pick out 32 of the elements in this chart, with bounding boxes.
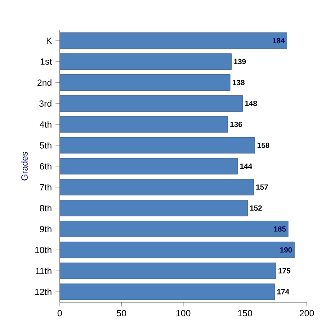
y-tick-label: 3rd [40,100,52,107]
y-tick-label: 2nd [38,79,52,86]
x-tick-label: 150 [238,310,252,317]
y-axis-title: Grades [21,152,28,181]
y-tick-label: 6th [40,163,52,170]
y-tick-label: 11th [36,268,52,274]
x-tick-label: 0 [58,310,62,317]
x-tick-label: 50 [117,310,126,317]
bar [60,242,295,258]
y-tick-label: 8th [40,205,52,212]
x-tick-label: 200 [300,310,314,317]
y-tick-label: 4th [40,121,52,128]
bar [60,116,228,133]
y-tick-label: 5th [40,142,52,149]
bar [60,32,288,49]
x-tick-label: 100 [176,310,191,317]
bar [60,262,276,280]
y-tick-label: 7th [40,184,52,191]
bar [60,95,243,112]
bar [60,74,231,91]
y-tick-label: 10th [35,246,52,254]
bar [60,284,276,300]
bar [60,221,289,238]
y-tick-label: 9th [40,226,52,233]
bar [60,137,256,154]
y-tick-label: 12th [35,288,52,296]
bar [60,200,248,217]
bar [60,179,254,196]
bar [60,54,232,70]
y-tick-label: K [46,38,52,44]
bar [60,158,238,175]
y-tick-label: 1st [40,58,52,65]
